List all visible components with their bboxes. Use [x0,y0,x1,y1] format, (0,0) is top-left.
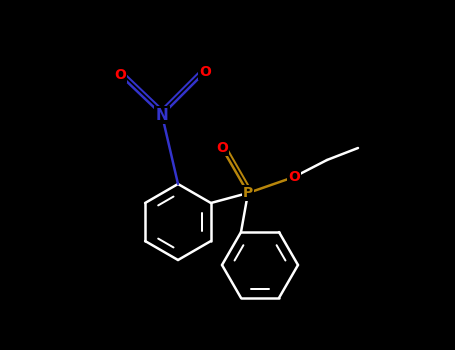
Text: O: O [216,141,228,155]
Text: O: O [199,65,211,79]
Text: P: P [243,186,253,200]
Text: O: O [288,170,300,184]
Text: O: O [114,68,126,82]
Text: N: N [156,107,168,122]
